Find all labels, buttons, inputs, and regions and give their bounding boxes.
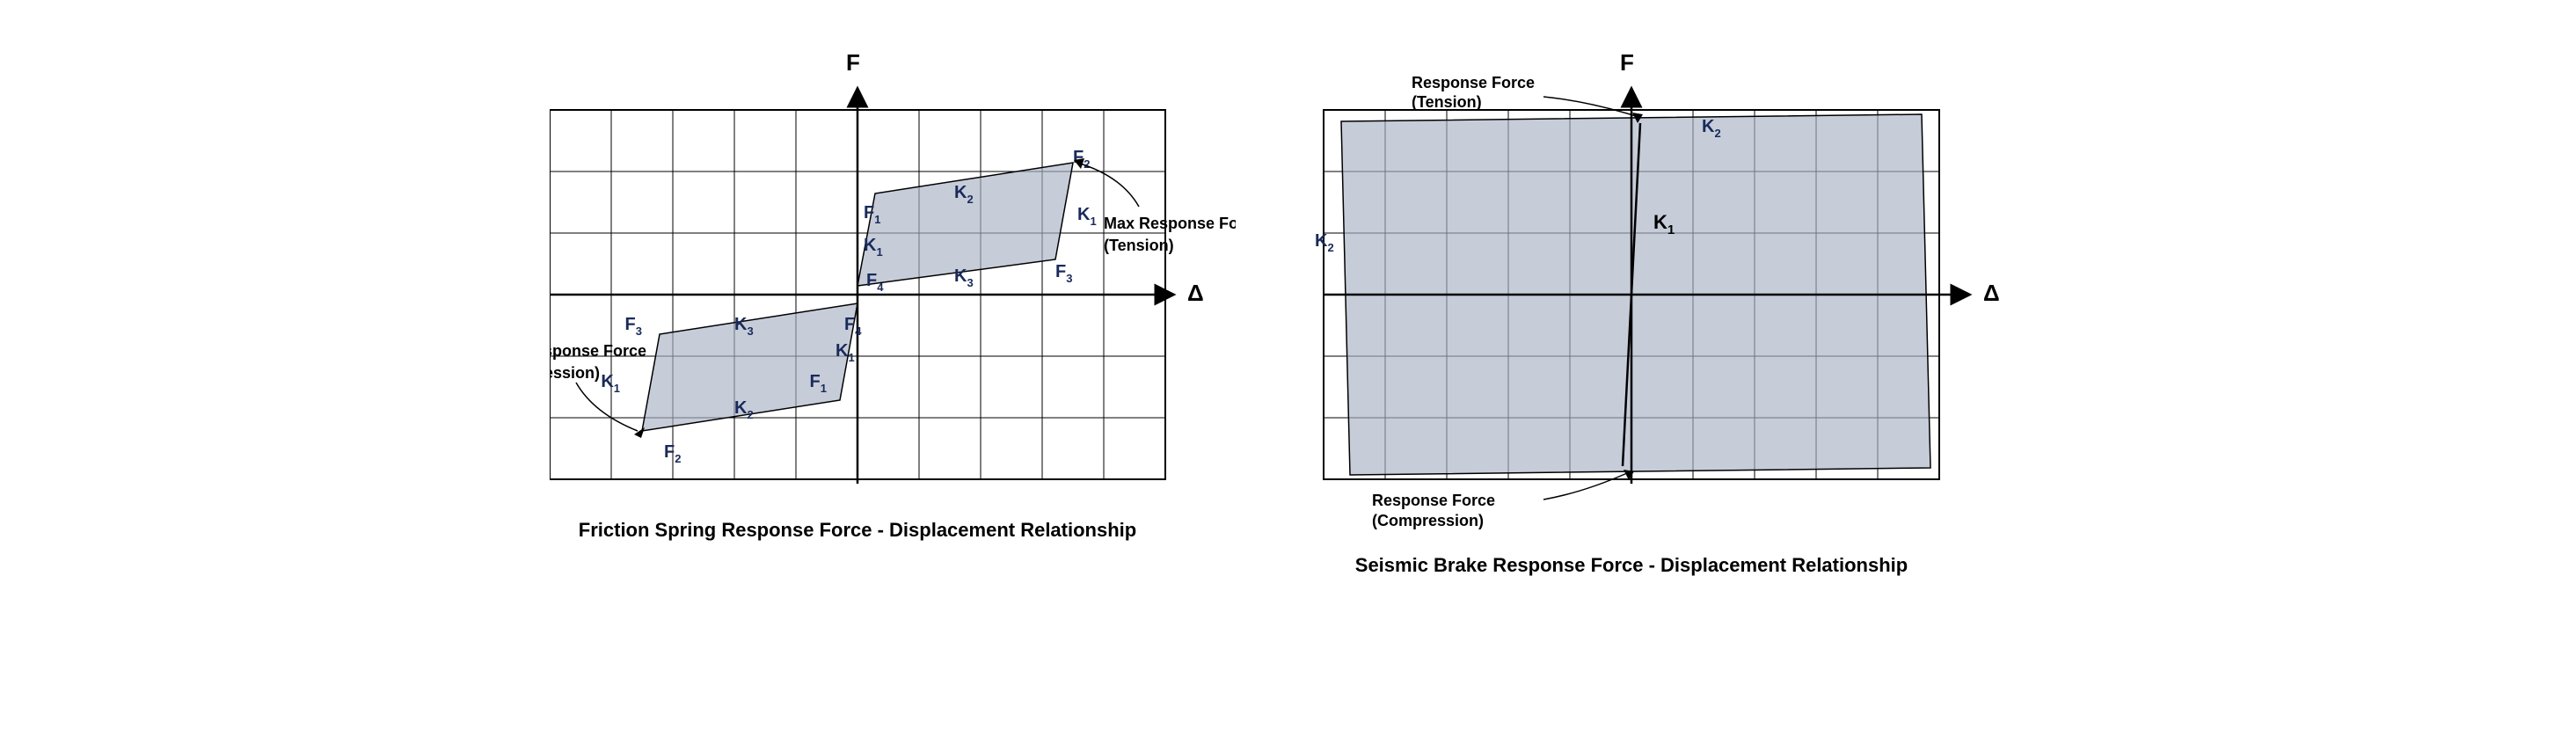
seismic-brake-diagram: F Δ K1 K2 K2 Response Force (Tension) (1306, 18, 2027, 633)
caption: Seismic Brake Response Force - Displacem… (1354, 554, 1907, 576)
svg-text:F3: F3 (624, 315, 641, 338)
tension-note: Response Force (Tension) (1412, 74, 1643, 123)
x-axis-label: Δ (1187, 280, 1204, 306)
friction-spring-diagram: F Δ F1 F2 F3 F4 K1 K2 K3 K1 F1 F2 F3 F4 … (550, 18, 1236, 633)
svg-text:(Compression): (Compression) (550, 364, 600, 382)
svg-text:K1: K1 (601, 372, 620, 395)
tension-note: Max Response Force (Tension) (1074, 158, 1236, 254)
svg-text:(Tension): (Tension) (1412, 93, 1482, 111)
svg-text:(Compression): (Compression) (1372, 512, 1484, 529)
x-axis-label: Δ (1983, 280, 2000, 306)
caption: Friction Spring Response Force - Displac… (578, 519, 1135, 541)
svg-text:(Tension): (Tension) (1104, 237, 1174, 254)
svg-text:Max Response Force: Max Response Force (1104, 215, 1236, 232)
y-axis-label: F (846, 49, 860, 76)
y-axis-label: F (1620, 49, 1634, 76)
svg-text:Response Force: Response Force (1412, 74, 1535, 91)
compression-note: Max Response Force (Compression) (550, 342, 646, 438)
svg-text:Response Force: Response Force (1372, 492, 1495, 509)
svg-text:Max Response Force: Max Response Force (550, 342, 646, 360)
svg-text:K1: K1 (1077, 205, 1097, 228)
svg-text:F3: F3 (1055, 262, 1072, 285)
